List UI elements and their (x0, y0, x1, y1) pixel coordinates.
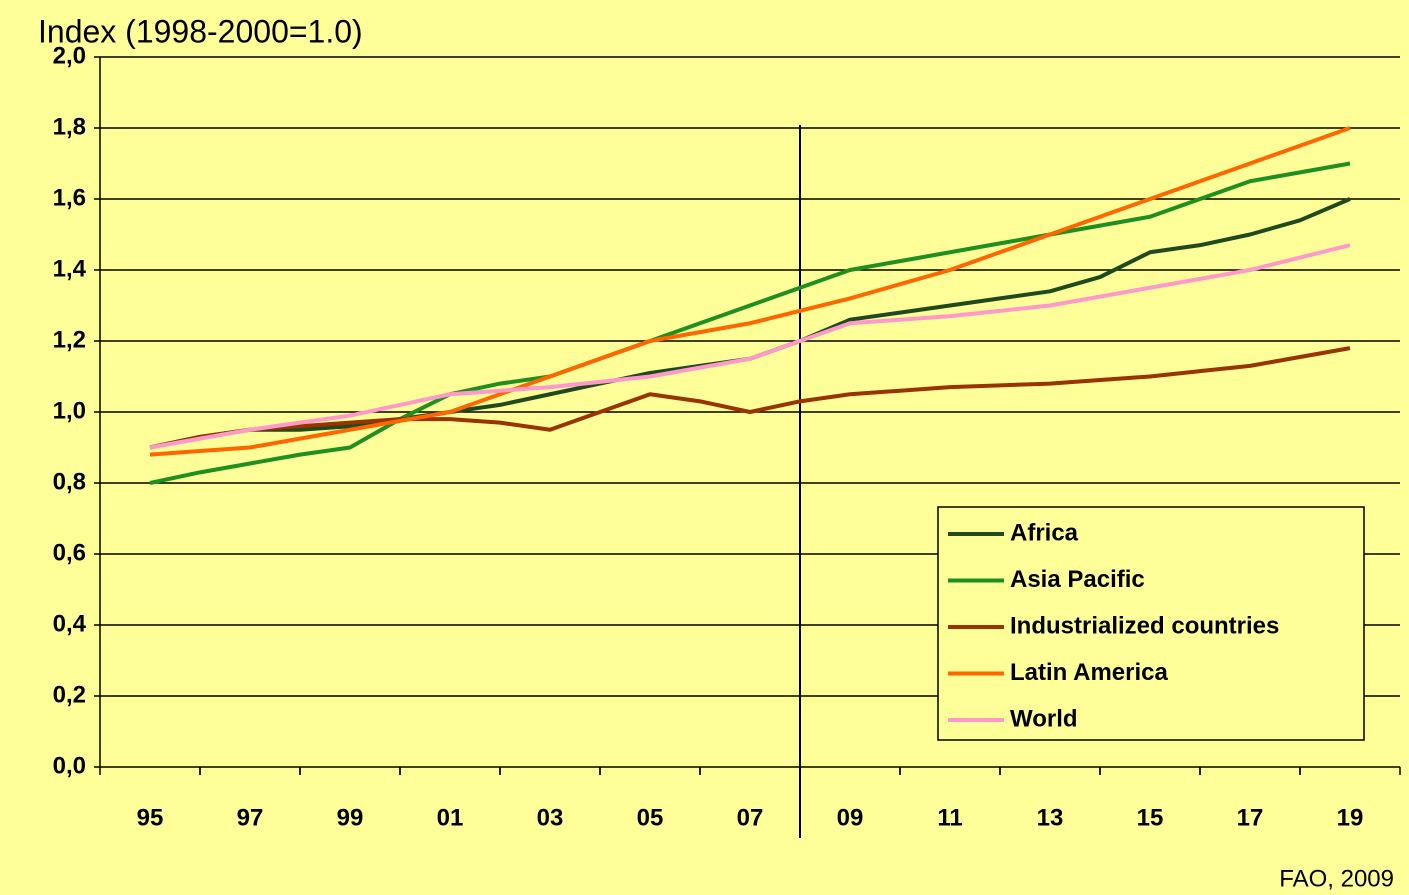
y-tick-label: 0,8 (53, 468, 86, 495)
x-tick-label: 19 (1337, 804, 1364, 831)
y-tick-label: 2,0 (53, 42, 86, 69)
x-tick-label: 17 (1237, 804, 1264, 831)
y-tick-label: 1,6 (53, 184, 86, 211)
legend-label: Asia Pacific (1010, 566, 1145, 593)
x-tick-label: 95 (137, 804, 164, 831)
y-tick-label: 1,4 (53, 255, 87, 282)
x-tick-label: 09 (837, 804, 864, 831)
legend-box (937, 506, 1365, 741)
y-tick-label: 0,2 (53, 681, 86, 708)
x-tick-label: 11 (937, 804, 962, 831)
y-tick-label: 1,0 (53, 397, 86, 424)
x-tick-label: 01 (437, 804, 464, 831)
x-tick-label: 15 (1137, 804, 1164, 831)
x-tick-label: 03 (537, 804, 564, 831)
source: FAO, 2009 (1279, 865, 1394, 892)
series-line (149, 346, 1351, 450)
series-line (149, 161, 1351, 485)
legend-label: World (1010, 705, 1078, 732)
x-tick-label: 13 (1037, 804, 1064, 831)
series-line (149, 243, 1351, 450)
legend-label: Industrialized countries (1010, 612, 1279, 639)
legend: Africa Asia Pacific Industrialized countri… (937, 506, 1365, 741)
y-tick-label: 0,4 (53, 610, 87, 637)
y-tick-label: 0,0 (53, 752, 86, 779)
legend-label: Africa (1010, 519, 1079, 546)
y-tick-label: 1,8 (53, 113, 86, 140)
y-tick-label: 1,2 (53, 326, 86, 353)
series-line (149, 126, 1351, 457)
legend-label: Latin America (1010, 659, 1168, 686)
x-tick-label: 99 (337, 804, 364, 831)
x-tick-label: 07 (737, 804, 764, 831)
chart-title: Index (1998-2000=1.0) (38, 13, 363, 49)
x-tick-label: 05 (637, 804, 664, 831)
y-tick-label: 0,6 (53, 539, 86, 566)
x-tick-label: 97 (237, 804, 264, 831)
